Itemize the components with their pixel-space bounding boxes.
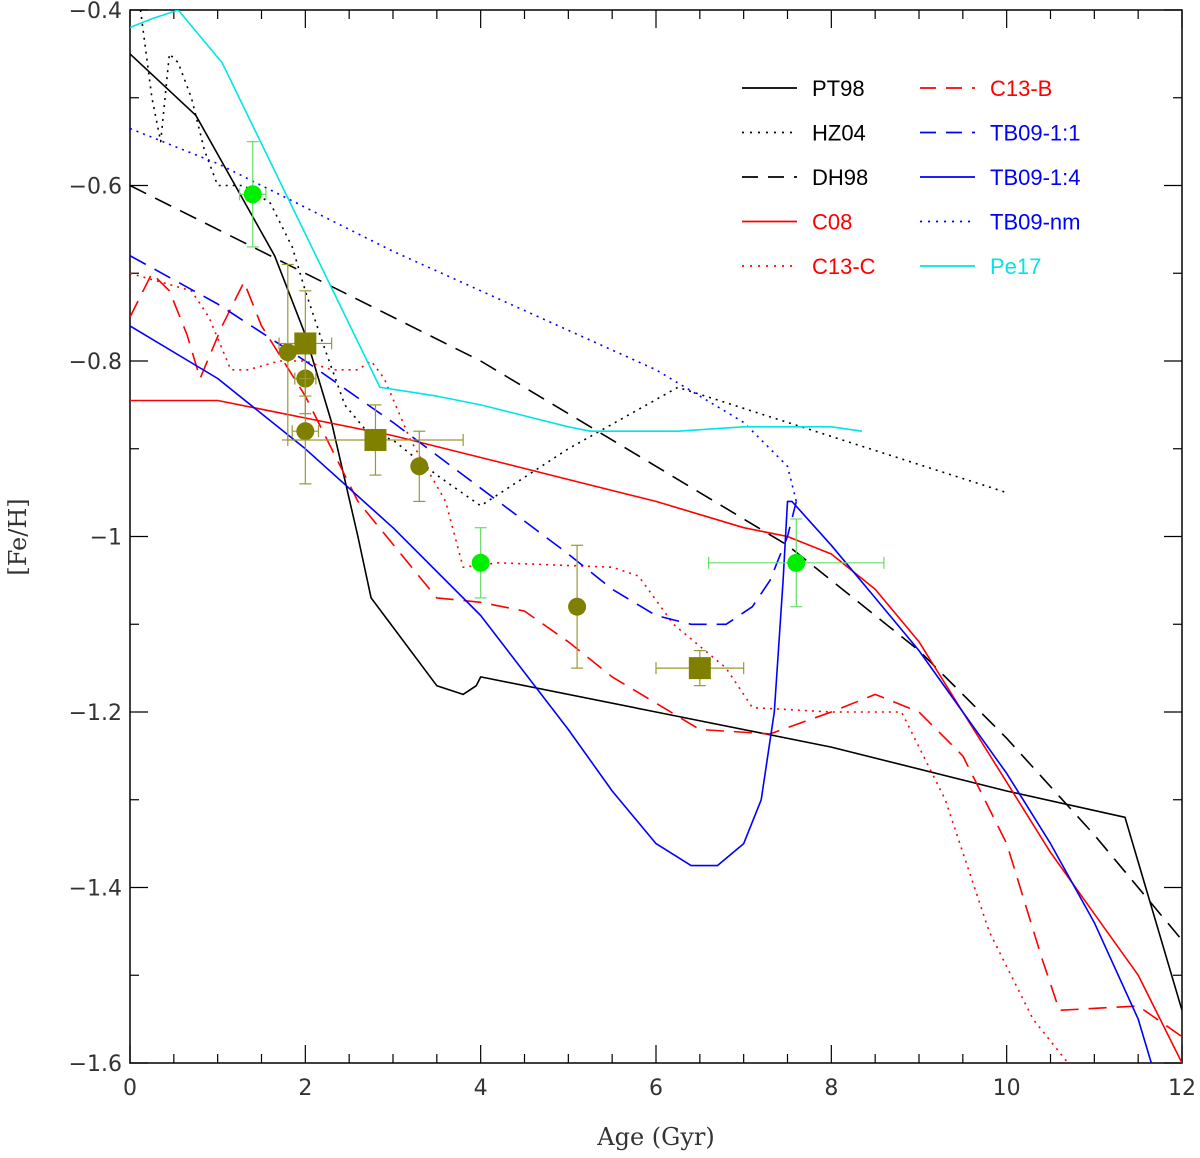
- data-point-olive-square: [278, 290, 333, 397]
- y-tick-label: −0.4: [69, 0, 122, 24]
- y-tick-label: −1.4: [69, 877, 122, 902]
- data-point-olive-square: [287, 404, 464, 476]
- square-marker: [364, 428, 387, 451]
- series-line-dh98: [130, 184, 1182, 941]
- legend-label: TB09-1:1: [990, 121, 1081, 146]
- data-points-layer: [238, 141, 885, 687]
- y-axis-label: [Fe/H]: [4, 498, 32, 575]
- legend-item-tb09-1-4: TB09-1:4: [920, 165, 1081, 190]
- x-tick-label: 8: [824, 1076, 838, 1101]
- legend-item-tb09-nm: TB09-nm: [920, 210, 1080, 235]
- legend-label: C08: [812, 210, 852, 235]
- x-tick-label: 12: [1168, 1076, 1196, 1101]
- circle-marker: [787, 553, 806, 572]
- circle-marker: [410, 457, 429, 476]
- data-point-green-circle: [238, 141, 267, 248]
- x-tick-label: 4: [474, 1076, 488, 1101]
- series-line-hz04: [139, 10, 1007, 507]
- x-tick-label: 0: [123, 1076, 137, 1101]
- x-tick-label: 6: [649, 1076, 663, 1101]
- x-axis-label: Age (Gyr): [596, 1123, 714, 1151]
- legend-item-c08: C08: [742, 210, 852, 235]
- series-line-pt98: [130, 53, 1182, 1011]
- circle-marker: [296, 422, 315, 441]
- data-point-green-circle: [707, 518, 885, 608]
- legend-label: Pe17: [990, 254, 1041, 279]
- y-tick-label: −1.6: [69, 1052, 122, 1077]
- series-line-tb09-1-1: [130, 254, 798, 626]
- legend: PT98 HZ04 DH98 C08 C13-C C13-B TB09-1:1 TB09-1:…: [742, 76, 1081, 279]
- legend-label: PT98: [812, 76, 865, 101]
- axis-tick-labels: 0 2 4 6 8 10 12 −1.6 −1.4 −1.2 −1 −0.8 −0.6 −0.4: [69, 0, 1196, 1101]
- legend-label: TB09-1:4: [990, 165, 1081, 190]
- legend-item-pe17: Pe17: [920, 254, 1041, 279]
- circle-marker: [243, 185, 262, 204]
- series-line-tb09-1-4: [130, 325, 1153, 1063]
- y-tick-label: −1: [90, 526, 122, 551]
- legend-item-dh98: DH98: [742, 165, 868, 190]
- legend-item-tb09-1-1: TB09-1:1: [920, 121, 1081, 146]
- circle-marker: [278, 343, 297, 362]
- data-point-green-circle: [471, 527, 490, 599]
- circle-marker: [568, 597, 587, 616]
- series-line-tb09-nm: [130, 127, 798, 502]
- series-layer: [130, 10, 1182, 1063]
- square-marker: [688, 657, 711, 680]
- y-tick-label: −1.2: [69, 701, 122, 726]
- y-tick-label: −0.6: [69, 175, 122, 200]
- square-marker: [294, 332, 317, 355]
- x-tick-label: 10: [993, 1076, 1021, 1101]
- legend-item-c13-c: C13-C: [742, 254, 876, 279]
- legend-item-hz04: HZ04: [742, 121, 866, 146]
- circle-marker: [471, 553, 490, 572]
- legend-label: C13-C: [812, 254, 876, 279]
- series-line-c13-b: [130, 272, 1182, 1038]
- legend-label: C13-B: [990, 76, 1052, 101]
- legend-item-pt98: PT98: [742, 76, 865, 101]
- series-line-c08: [130, 399, 1182, 1063]
- data-point-olive-circle: [410, 430, 429, 502]
- legend-label: DH98: [812, 165, 868, 190]
- series-line-pe17: [130, 10, 863, 433]
- data-point-olive-circle: [291, 377, 320, 485]
- axis-ticks: [129, 9, 1183, 1064]
- x-tick-label: 2: [298, 1076, 312, 1101]
- legend-label: HZ04: [812, 121, 866, 146]
- data-point-olive-circle: [568, 544, 587, 669]
- series-line-c13-c: [130, 272, 1069, 1063]
- y-tick-label: −0.8: [69, 350, 122, 375]
- legend-item-c13-b: C13-B: [920, 76, 1052, 101]
- legend-label: TB09-nm: [990, 210, 1080, 235]
- data-point-olive-square: [655, 649, 745, 687]
